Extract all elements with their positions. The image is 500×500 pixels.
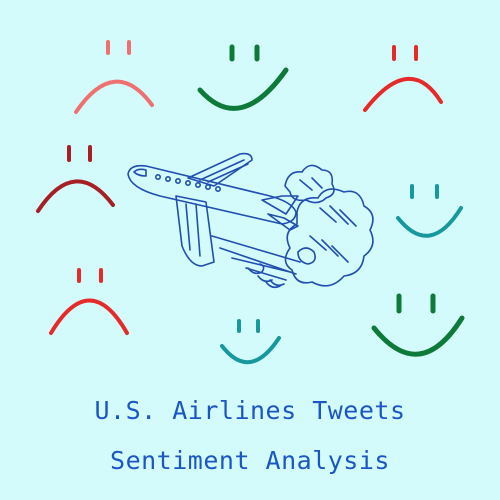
airplane-far-wing-detail <box>199 159 249 183</box>
smoke-cloud-small <box>284 164 335 204</box>
happy-face-green-large-mouth <box>371 315 465 357</box>
smoke-cloud-icon <box>284 164 374 287</box>
airplane-near-wing-detail <box>185 203 201 257</box>
sad-face-red-mouth <box>363 76 443 112</box>
smoke-puff-1 <box>297 247 316 265</box>
airplane-tail-stabilizer <box>267 213 299 231</box>
sad-face-red-lower <box>49 268 129 335</box>
smoke-cloud-hatching <box>299 177 357 263</box>
happy-face-green <box>197 44 289 111</box>
happy-face-teal-small-mouth <box>220 336 281 364</box>
happy-face-teal-mouth <box>396 206 463 238</box>
airplane-windows <box>155 174 222 193</box>
happy-face-green-mouth <box>197 67 289 111</box>
airplane-illustration <box>127 152 374 289</box>
airplane-tail-fin <box>261 195 299 215</box>
sad-face-red <box>363 45 443 112</box>
contrail-swirls <box>247 263 285 287</box>
airplane-near-wing <box>175 195 215 267</box>
sad-face-dark-red <box>36 145 115 213</box>
sad-face-red-lower-mouth <box>49 298 129 335</box>
airplane-cockpit <box>133 168 147 177</box>
title-line-2: Sentiment Analysis <box>110 446 390 475</box>
smoke-cloud-large <box>284 188 374 287</box>
happy-face-teal <box>396 184 463 238</box>
happy-face-teal-small <box>220 319 281 364</box>
airplane-icon <box>127 164 297 225</box>
sad-face-salmon-mouth <box>74 79 154 114</box>
happy-face-green-large <box>371 293 465 357</box>
airplane-far-wing <box>187 152 253 187</box>
title-line-1: U.S. Airlines Tweets <box>94 396 406 425</box>
sad-face-dark-red-mouth <box>36 179 115 213</box>
sad-face-salmon <box>74 40 154 114</box>
